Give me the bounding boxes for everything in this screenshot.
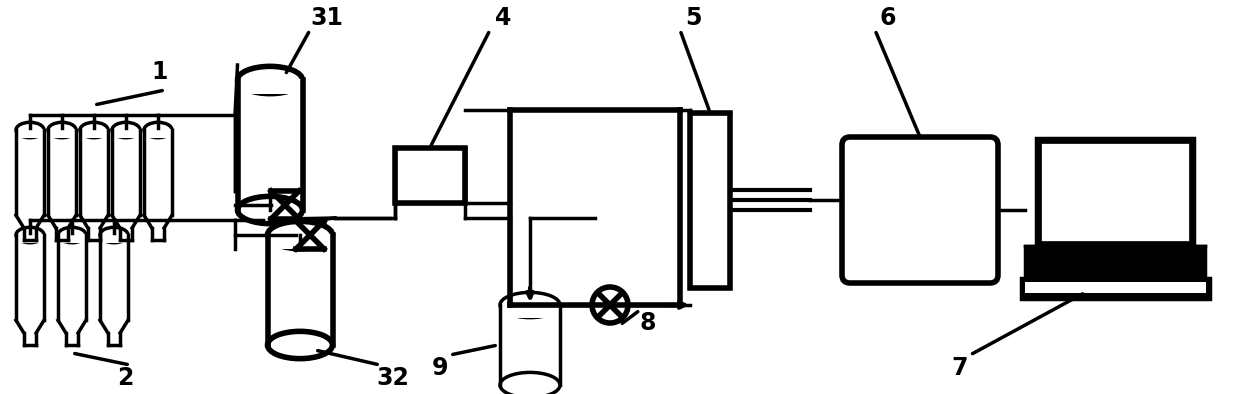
Text: 31: 31 — [310, 6, 343, 30]
Bar — [689, 113, 730, 288]
Ellipse shape — [238, 196, 303, 224]
Text: 5: 5 — [684, 6, 702, 30]
Bar — [1040, 143, 1189, 241]
Bar — [15, 234, 45, 243]
Bar — [267, 234, 334, 249]
Text: 6: 6 — [879, 6, 897, 30]
Text: 4: 4 — [495, 6, 511, 30]
Bar — [1035, 138, 1194, 246]
Bar — [47, 129, 77, 138]
Bar — [99, 234, 129, 243]
Bar — [1025, 246, 1205, 277]
Ellipse shape — [268, 331, 332, 359]
Bar — [57, 234, 87, 243]
Text: 8: 8 — [640, 311, 656, 335]
Text: 1: 1 — [151, 60, 169, 84]
Ellipse shape — [500, 372, 560, 394]
Text: 9: 9 — [432, 356, 448, 380]
Bar — [1021, 277, 1209, 299]
Bar — [79, 129, 109, 138]
Bar — [498, 304, 560, 318]
Bar — [396, 147, 465, 203]
Bar — [143, 129, 174, 138]
Text: 7: 7 — [952, 356, 968, 380]
Text: 32: 32 — [377, 366, 409, 390]
Bar — [15, 129, 45, 138]
Text: 2: 2 — [117, 366, 133, 390]
Bar — [237, 79, 304, 94]
Bar — [1024, 281, 1205, 292]
Bar — [112, 129, 141, 138]
